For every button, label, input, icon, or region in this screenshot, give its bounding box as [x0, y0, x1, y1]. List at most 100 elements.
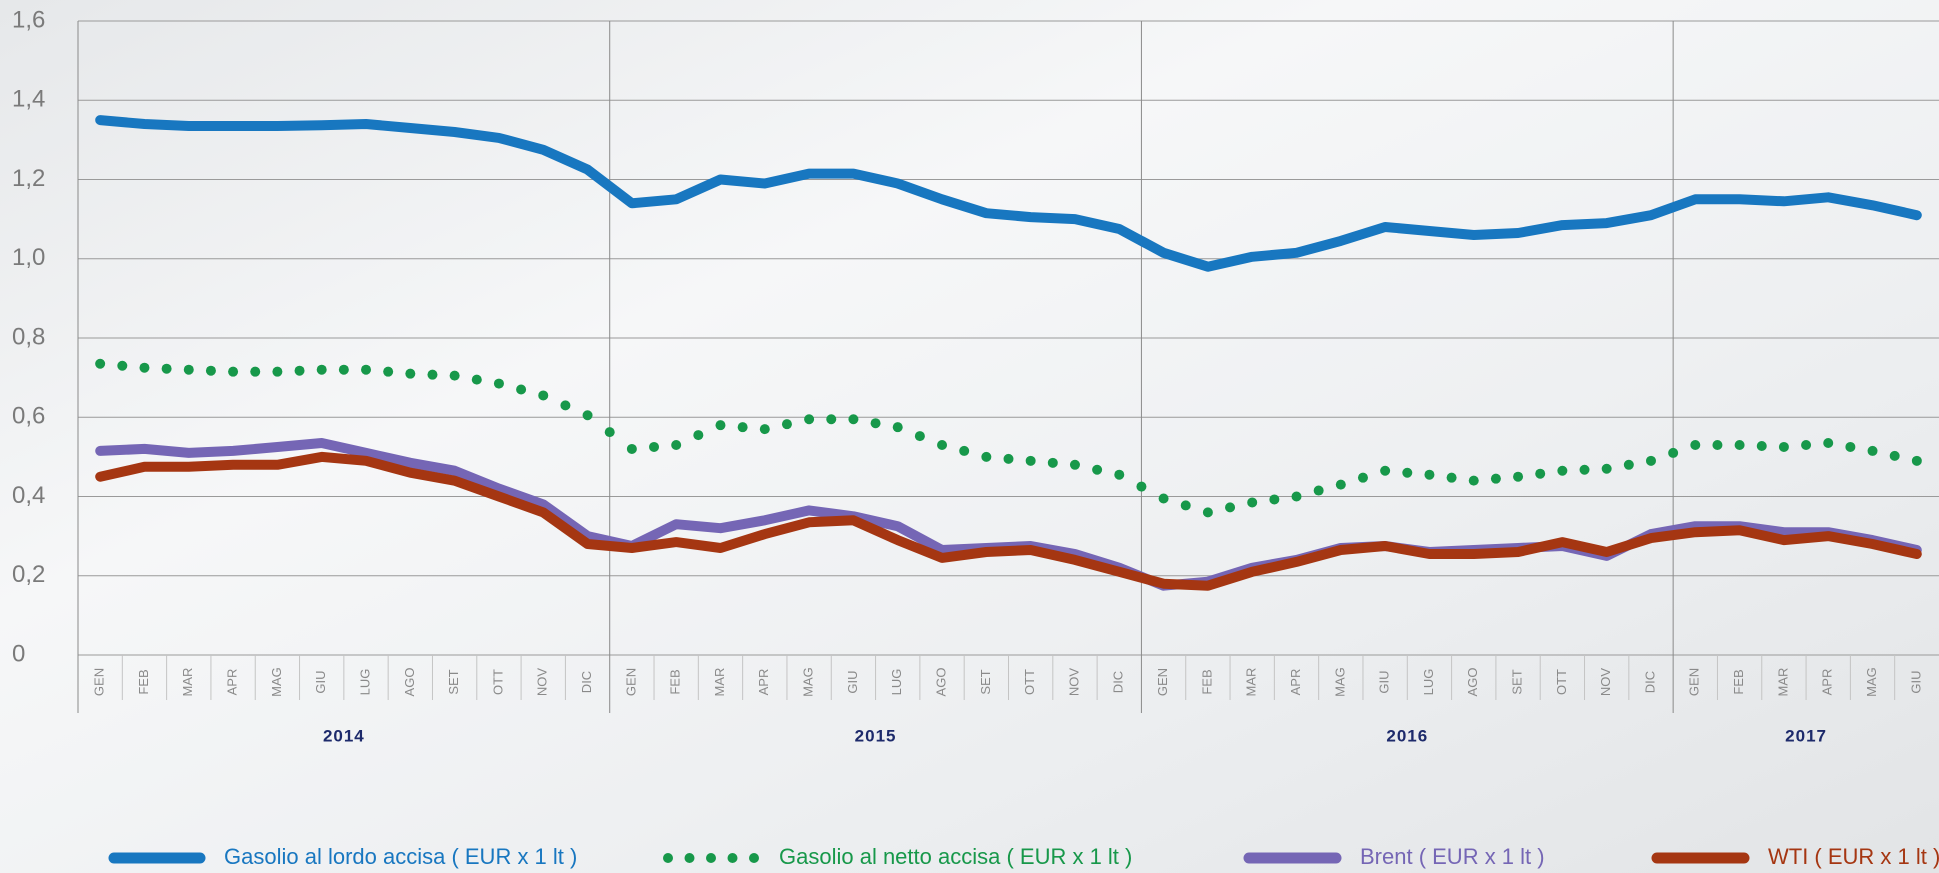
- line-dot: [205, 365, 216, 376]
- legend-label: Gasolio al netto accisa ( EUR x 1 lt ): [779, 844, 1132, 869]
- x-tick-label: NOV: [1066, 668, 1081, 697]
- x-tick-label: GEN: [92, 668, 107, 696]
- x-tick-label: MAR: [712, 668, 727, 697]
- y-tick-label: 1,2: [12, 165, 45, 192]
- line-dot: [1623, 459, 1634, 470]
- x-tick-label: FEB: [1731, 669, 1746, 694]
- data-point: [493, 378, 504, 389]
- x-tick-label: SET: [978, 669, 993, 694]
- data-point: [715, 420, 726, 431]
- line-dot: [1889, 450, 1900, 461]
- x-tick-label: GIU: [1908, 670, 1923, 693]
- data-point: [1690, 439, 1701, 450]
- legend-label: WTI ( EUR x 1 lt ): [1768, 844, 1939, 869]
- data-point: [626, 443, 637, 454]
- line-dot: [914, 431, 925, 442]
- x-tick-label: MAG: [269, 667, 284, 697]
- line-dot: [870, 418, 881, 429]
- data-point: [272, 366, 283, 377]
- data-point: [95, 358, 106, 369]
- x-tick-label: DIC: [1111, 671, 1126, 693]
- line-dot: [338, 364, 349, 375]
- x-tick-label: GIU: [313, 670, 328, 693]
- data-point: [1202, 507, 1213, 518]
- x-tick-label: AGO: [933, 668, 948, 697]
- line-dot: [1136, 481, 1147, 492]
- data-point: [1247, 497, 1258, 508]
- data-point: [1645, 455, 1656, 466]
- x-tick-label: SET: [446, 669, 461, 694]
- legend-swatch: [663, 853, 673, 863]
- x-tick-label: LUG: [889, 669, 904, 696]
- y-tick-label: 0,4: [12, 482, 45, 509]
- line-dot: [959, 445, 970, 456]
- data-point: [1158, 493, 1169, 504]
- data-point: [1557, 465, 1568, 476]
- x-tick-label: SET: [1509, 669, 1524, 694]
- y-tick-label: 0,2: [12, 561, 45, 588]
- data-point: [1867, 445, 1878, 456]
- line-dot: [1180, 500, 1191, 511]
- y-tick-label: 1,0: [12, 244, 45, 271]
- line-dot: [117, 360, 128, 371]
- x-tick-label: AGO: [402, 668, 417, 697]
- data-point: [405, 368, 416, 379]
- line-dot: [383, 366, 394, 377]
- line-dot: [693, 430, 704, 441]
- x-tick-label: OTT: [1022, 669, 1037, 695]
- x-tick-label: GEN: [1687, 668, 1702, 696]
- line-dot: [1579, 464, 1590, 475]
- x-tick-label: FEB: [136, 669, 151, 694]
- data-point: [848, 414, 859, 425]
- line-dot: [1446, 472, 1457, 483]
- data-point: [449, 370, 460, 381]
- line-dot: [1003, 453, 1014, 464]
- data-point: [1778, 441, 1789, 452]
- data-point: [228, 366, 239, 377]
- data-point: [759, 424, 770, 435]
- line-dot: [737, 422, 748, 433]
- line-dot: [1357, 472, 1368, 483]
- line-dot: [471, 374, 482, 385]
- data-point: [139, 362, 150, 373]
- x-tick-label: LUG: [1421, 669, 1436, 696]
- legend-swatch: [684, 853, 695, 863]
- line-dot: [1225, 502, 1236, 513]
- data-point: [538, 390, 549, 401]
- line-dot: [1801, 439, 1812, 450]
- line-dot: [781, 419, 792, 430]
- x-tick-label: MAR: [1244, 668, 1259, 697]
- line-dot: [1047, 457, 1058, 468]
- series-line: [95, 451, 1922, 591]
- year-label: 2017: [1785, 726, 1827, 745]
- data-point: [1911, 455, 1922, 466]
- x-tick-label: APR: [1288, 669, 1303, 696]
- data-point: [1823, 438, 1834, 449]
- legend-swatch: [706, 853, 716, 863]
- data-point: [1601, 463, 1612, 474]
- data-point: [1291, 491, 1302, 502]
- x-tick-label: MAG: [1864, 667, 1879, 697]
- y-tick-label: 1,6: [12, 6, 45, 33]
- x-tick-label: MAR: [180, 668, 195, 697]
- line-dot: [1269, 494, 1280, 505]
- year-label: 2014: [323, 726, 365, 745]
- data-point: [183, 364, 194, 375]
- year-label: 2015: [855, 726, 897, 745]
- x-tick-label: GEN: [1155, 668, 1170, 696]
- line-dot: [427, 369, 438, 380]
- line-dot: [604, 427, 615, 438]
- data-point: [1335, 479, 1346, 490]
- year-label: 2016: [1386, 726, 1428, 745]
- data-point: [1734, 439, 1745, 450]
- line-dot: [1490, 473, 1501, 484]
- x-tick-label: DIC: [1642, 671, 1657, 693]
- line-dot: [1313, 485, 1324, 496]
- line-dot: [161, 363, 172, 374]
- data-point: [937, 439, 948, 450]
- line-dot: [560, 400, 571, 411]
- data-point: [892, 422, 903, 433]
- x-tick-label: APR: [1820, 669, 1835, 696]
- line-dot: [826, 414, 837, 425]
